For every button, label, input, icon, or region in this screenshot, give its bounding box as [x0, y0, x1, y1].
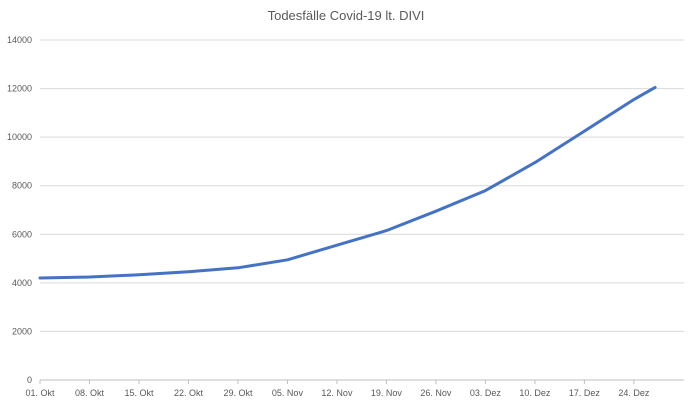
x-tick-label: 08. Okt — [75, 388, 105, 398]
x-tick-label: 01. Okt — [25, 388, 55, 398]
x-tick-label: 29. Okt — [223, 388, 253, 398]
y-tick-label: 12000 — [7, 84, 32, 94]
y-tick-label: 4000 — [12, 278, 32, 288]
x-tick-label: 03. Dez — [470, 388, 502, 398]
y-tick-label: 8000 — [12, 181, 32, 191]
x-tick-label: 12. Nov — [321, 388, 353, 398]
x-tick-label: 17. Dez — [569, 388, 601, 398]
x-tick-label: 10. Dez — [519, 388, 551, 398]
x-tick-label: 19. Nov — [371, 388, 403, 398]
x-tick-label: 24. Dez — [618, 388, 650, 398]
y-tick-label: 0 — [27, 375, 32, 385]
series-line-0 — [38, 85, 657, 280]
x-tick-label: 05. Nov — [272, 388, 304, 398]
y-tick-label: 6000 — [12, 229, 32, 239]
chart-title: Todesfälle Covid-19 lt. DIVI — [268, 8, 425, 23]
x-tick-label: 26. Nov — [420, 388, 452, 398]
x-tick-label: 15. Okt — [124, 388, 154, 398]
y-tick-label: 14000 — [7, 35, 32, 45]
x-tick-label: 22. Okt — [174, 388, 204, 398]
y-tick-label: 10000 — [7, 132, 32, 142]
y-tick-label: 2000 — [12, 326, 32, 336]
